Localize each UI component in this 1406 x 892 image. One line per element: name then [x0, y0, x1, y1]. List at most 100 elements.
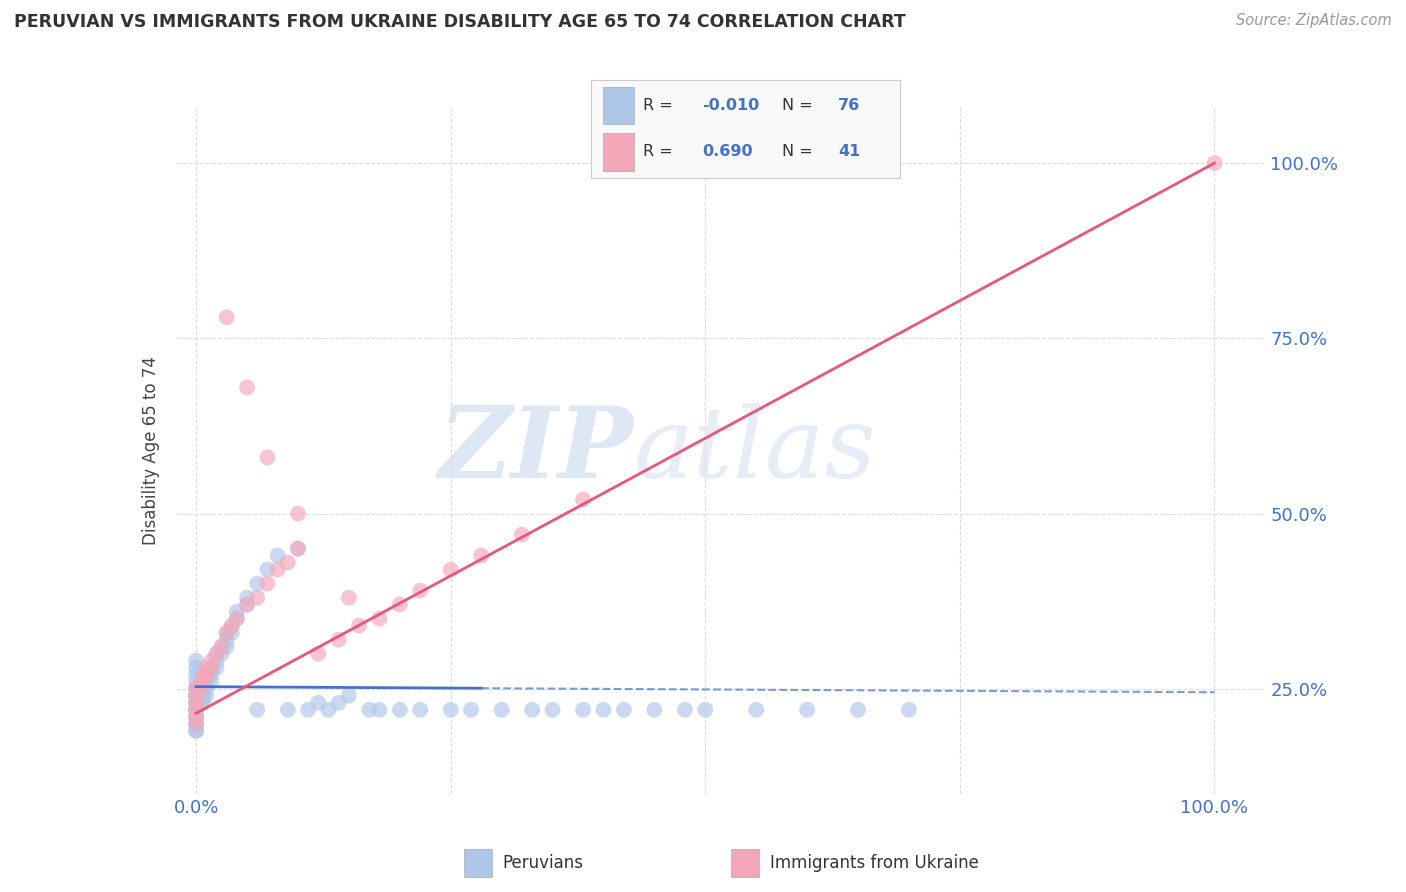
Text: R =: R =	[643, 145, 673, 160]
Point	[246, 576, 269, 591]
Point	[193, 674, 215, 689]
Point	[470, 549, 492, 563]
Point	[460, 703, 482, 717]
Point	[193, 674, 215, 689]
Text: Peruvians: Peruvians	[503, 854, 583, 872]
Point	[184, 723, 207, 738]
Point	[221, 618, 243, 632]
Point	[184, 696, 207, 710]
Point	[236, 598, 259, 612]
Point	[184, 723, 207, 738]
Text: -0.010: -0.010	[702, 98, 759, 113]
Point	[246, 703, 269, 717]
Point	[195, 674, 218, 689]
Point	[236, 591, 259, 605]
Point	[510, 527, 533, 541]
Text: 41: 41	[838, 145, 860, 160]
Point	[225, 605, 247, 619]
Point	[572, 492, 595, 507]
Point	[368, 612, 391, 626]
Point	[200, 667, 222, 681]
Point	[347, 618, 370, 632]
Point	[745, 703, 768, 717]
Point	[297, 703, 319, 717]
Point	[193, 681, 215, 696]
Point	[184, 696, 207, 710]
Point	[328, 632, 350, 647]
Text: Immigrants from Ukraine: Immigrants from Ukraine	[770, 854, 979, 872]
Point	[200, 674, 222, 689]
Point	[184, 654, 207, 668]
Point	[221, 618, 243, 632]
Point	[184, 681, 207, 696]
Point	[184, 674, 207, 689]
Bar	[731, 849, 759, 877]
Point	[287, 541, 309, 556]
Point	[337, 591, 360, 605]
Point	[215, 632, 238, 647]
Point	[409, 703, 432, 717]
Point	[236, 380, 259, 394]
Point	[846, 703, 869, 717]
Point	[190, 681, 212, 696]
Point	[287, 507, 309, 521]
Point	[796, 703, 818, 717]
Text: atlas: atlas	[633, 403, 876, 498]
Point	[184, 681, 207, 696]
Point	[215, 625, 238, 640]
Point	[368, 703, 391, 717]
Point	[211, 640, 233, 654]
Point	[225, 612, 247, 626]
Point	[307, 647, 329, 661]
Point	[256, 450, 278, 465]
Point	[287, 541, 309, 556]
Point	[205, 654, 228, 668]
Point	[695, 703, 717, 717]
Point	[337, 689, 360, 703]
Point	[440, 563, 463, 577]
Point	[200, 661, 222, 675]
Point	[184, 703, 207, 717]
Y-axis label: Disability Age 65 to 74: Disability Age 65 to 74	[142, 356, 160, 545]
Text: 76: 76	[838, 98, 860, 113]
Text: N =: N =	[782, 98, 813, 113]
Point	[184, 667, 207, 681]
Point	[211, 647, 233, 661]
Point	[388, 703, 411, 717]
Point	[673, 703, 696, 717]
Point	[256, 576, 278, 591]
Point	[184, 689, 207, 703]
Point	[205, 661, 228, 675]
Point	[200, 661, 222, 675]
Point	[256, 563, 278, 577]
Point	[190, 689, 212, 703]
Point	[184, 703, 207, 717]
Point	[215, 625, 238, 640]
Point	[205, 647, 228, 661]
Point	[190, 674, 212, 689]
Bar	[603, 133, 634, 170]
Point	[193, 696, 215, 710]
Point	[190, 696, 212, 710]
Text: ZIP: ZIP	[439, 402, 633, 499]
Point	[200, 654, 222, 668]
Bar	[464, 849, 492, 877]
Point	[184, 716, 207, 731]
Point	[205, 647, 228, 661]
Point	[440, 703, 463, 717]
Point	[277, 703, 299, 717]
Point	[491, 703, 513, 717]
Text: Source: ZipAtlas.com: Source: ZipAtlas.com	[1236, 13, 1392, 29]
Point	[613, 703, 636, 717]
Point	[592, 703, 614, 717]
Point	[318, 703, 340, 717]
Point	[184, 716, 207, 731]
Point	[195, 681, 218, 696]
Point	[211, 640, 233, 654]
Point	[184, 661, 207, 675]
Point	[541, 703, 564, 717]
Point	[184, 710, 207, 724]
Point	[225, 612, 247, 626]
Text: R =: R =	[643, 98, 673, 113]
Point	[522, 703, 544, 717]
